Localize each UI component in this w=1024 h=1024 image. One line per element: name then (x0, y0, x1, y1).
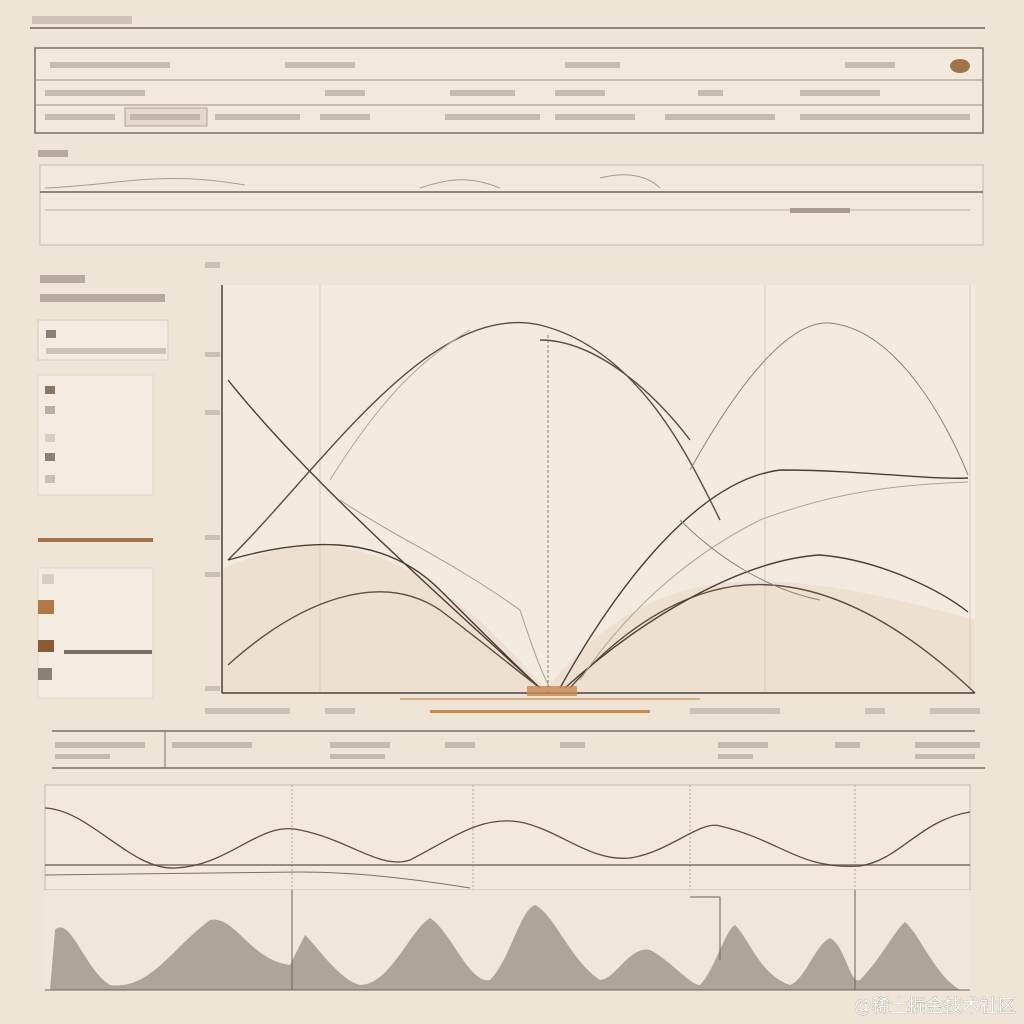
legend-swatch (46, 330, 56, 338)
strip-text-placeholders (55, 742, 980, 759)
legend-card (37, 567, 154, 699)
axis-label-placeholders (205, 262, 980, 714)
table-text-placeholders (45, 62, 970, 120)
watermark: @稀土掘金技术社区 (854, 996, 1016, 1017)
legend-bar (46, 348, 166, 354)
plot-base-highlight (400, 686, 700, 713)
histogram-callout (690, 896, 721, 960)
legend-swatch (45, 475, 55, 483)
legend-swatch (38, 640, 54, 652)
plot-grid (319, 285, 971, 693)
legend-bar (64, 650, 152, 654)
overview-curve (44, 174, 661, 189)
overview-panel (39, 164, 984, 246)
legend-swatch (45, 434, 55, 442)
plot-curves (227, 322, 976, 694)
legend-heading-placeholder (40, 275, 85, 283)
legend-swatch (45, 406, 55, 414)
wave-curve (44, 807, 971, 869)
legend-card (37, 374, 154, 496)
legend-swatch (45, 386, 55, 394)
wave-grid (291, 785, 856, 890)
wave-panel (44, 784, 971, 891)
plot-shade (222, 545, 975, 693)
legend-swatch (45, 453, 55, 461)
legend-heading-placeholder (40, 294, 165, 302)
legend-swatch (42, 574, 54, 584)
header-title-placeholder (32, 16, 132, 24)
histogram-area (50, 905, 960, 990)
overview-label-placeholder (38, 150, 68, 157)
legend-swatch (38, 600, 54, 614)
legend-swatch (38, 668, 52, 680)
overview-brush (790, 208, 850, 213)
legend-bar (38, 538, 153, 542)
table-icon (950, 59, 970, 73)
wave-curve (44, 871, 471, 889)
